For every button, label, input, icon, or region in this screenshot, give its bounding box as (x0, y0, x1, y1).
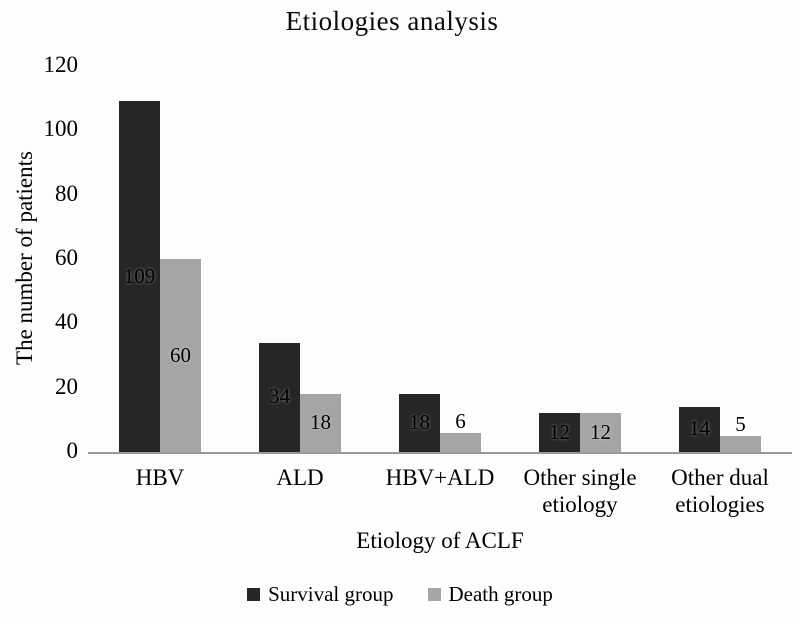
category-label-hbv-ald: HBV+ALD (385, 465, 495, 490)
bar-death-group-other-dual-etiologies (720, 435, 761, 452)
y-tick-label-40: 40 (55, 309, 78, 335)
bar-death-group-other-single-etiology (580, 413, 621, 452)
legend-swatch-survival-group (247, 587, 261, 601)
legend-item-survival-group: Survival group (247, 582, 394, 606)
bar-value-label-death-group-hbv: 60 (170, 342, 191, 367)
y-tick-label-80: 80 (55, 180, 78, 206)
bar-value-label-survival-group-other-single-etiology: 12 (549, 419, 570, 444)
bar-survival-group-ald (259, 342, 300, 452)
bar-value-label-death-group-other-dual-etiologies: 5 (735, 411, 746, 436)
y-tick-label-20: 20 (55, 373, 78, 399)
bar-survival-group-other-dual-etiologies (679, 406, 720, 452)
legend-label-death-group: Death group (448, 582, 553, 606)
bar-death-group-ald (300, 394, 341, 452)
bar-survival-group-hbv-ald (399, 394, 440, 452)
bar-value-label-survival-group-other-dual-etiologies: 14 (689, 416, 710, 441)
legend: Survival group Death group (0, 582, 800, 606)
legend-item-death-group: Death group (427, 582, 553, 606)
y-tick-label-100: 100 (43, 116, 79, 142)
bar-death-group-hbv (160, 259, 201, 452)
bar-value-label-death-group-ald: 18 (310, 410, 331, 435)
bar-survival-group-other-single-etiology (539, 413, 580, 452)
category-label-ald: ALD (276, 465, 324, 490)
bar-death-group-hbv-ald (440, 432, 481, 452)
x-axis-title: Etiology of ACLF (356, 528, 524, 553)
x-axis-line (88, 452, 792, 454)
bar-value-label-survival-group-ald: 34 (269, 384, 290, 409)
bar-value-label-death-group-other-single-etiology: 12 (590, 419, 611, 444)
bar-value-label-survival-group-hbv-ald: 18 (409, 410, 430, 435)
legend-label-survival-group: Survival group (268, 582, 394, 606)
chart-title: Etiologies analysis (285, 6, 499, 36)
y-tick-label-60: 60 (55, 245, 78, 270)
category-label-hbv: HBV (135, 465, 185, 490)
y-tick-label-0: 0 (66, 438, 79, 463)
category-label-other-single-etiology: Other single etiology (523, 465, 637, 517)
bar-value-label-survival-group-hbv: 109 (123, 263, 156, 288)
category-label-other-dual-etiologies: Other dual etiologies (671, 465, 769, 517)
bar-survival-group-hbv (119, 101, 160, 452)
bar-value-label-death-group-hbv-ald: 6 (455, 408, 466, 433)
legend-swatch-death-group (427, 587, 441, 601)
y-tick-label-120: 120 (43, 52, 79, 77)
